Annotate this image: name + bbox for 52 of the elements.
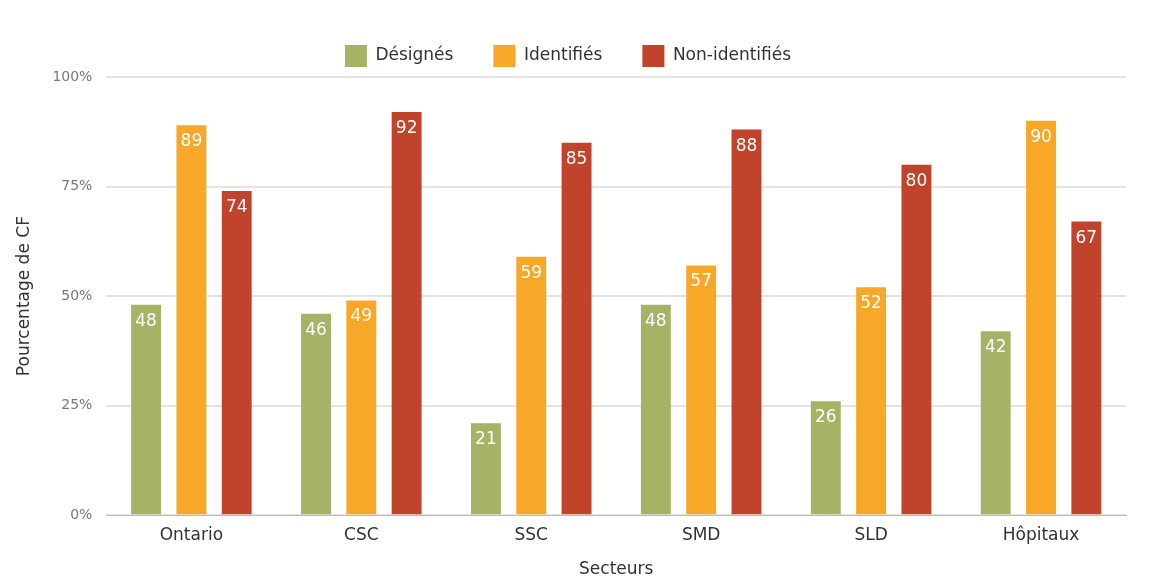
bar — [810, 401, 841, 515]
bar — [1026, 120, 1056, 515]
data-label: 52 — [860, 292, 882, 313]
data-label: 42 — [984, 336, 1007, 357]
data-label: 90 — [1030, 125, 1052, 146]
data-label: 57 — [690, 270, 712, 291]
bar — [131, 304, 162, 515]
data-label: 85 — [565, 147, 588, 168]
data-label: 21 — [475, 428, 497, 449]
data-label: 80 — [905, 169, 928, 190]
x-tick-label: Hôpitaux — [1002, 523, 1080, 544]
bar — [731, 129, 762, 515]
x-tick-label: Ontario — [159, 523, 224, 544]
data-label: 26 — [814, 406, 837, 427]
bar — [980, 331, 1011, 515]
y-tick-label: 25% — [61, 396, 93, 413]
data-label: 89 — [180, 130, 203, 151]
data-label: 88 — [735, 134, 758, 155]
legend-label: Identifiés — [523, 44, 603, 65]
y-tick-label: 50% — [61, 286, 93, 303]
x-tick-label: SMD — [681, 523, 721, 544]
bar — [346, 300, 377, 515]
bar — [686, 265, 717, 515]
bar — [391, 112, 422, 515]
bar — [1071, 221, 1102, 515]
bar — [901, 164, 932, 515]
bar — [470, 423, 501, 515]
data-label: 49 — [350, 305, 373, 326]
legend-label: Non-identifiés — [672, 44, 792, 65]
data-label: 48 — [645, 309, 667, 330]
bar — [561, 142, 592, 515]
data-label: 92 — [395, 116, 418, 137]
bar — [516, 256, 547, 515]
data-label: 67 — [1075, 226, 1098, 247]
bar — [176, 125, 207, 515]
data-label: 48 — [135, 309, 157, 330]
data-label: 46 — [305, 318, 327, 339]
bar — [301, 313, 331, 515]
y-axis-title: Pourcentage de CF — [12, 216, 33, 377]
bar — [221, 190, 252, 515]
data-label: 74 — [225, 195, 248, 216]
bar — [640, 304, 671, 515]
bar — [856, 287, 887, 515]
x-tick-label: CSC — [344, 523, 379, 544]
x-tick-label: SLD — [854, 523, 888, 544]
y-tick-label: 100% — [52, 67, 93, 84]
y-tick-label: 75% — [61, 177, 93, 194]
x-axis-title: Secteurs — [579, 558, 654, 579]
data-label: 59 — [520, 261, 543, 282]
legend-label: Désignés — [375, 44, 454, 65]
x-tick-label: SSC — [514, 523, 548, 544]
y-tick-label: 0% — [70, 505, 93, 522]
